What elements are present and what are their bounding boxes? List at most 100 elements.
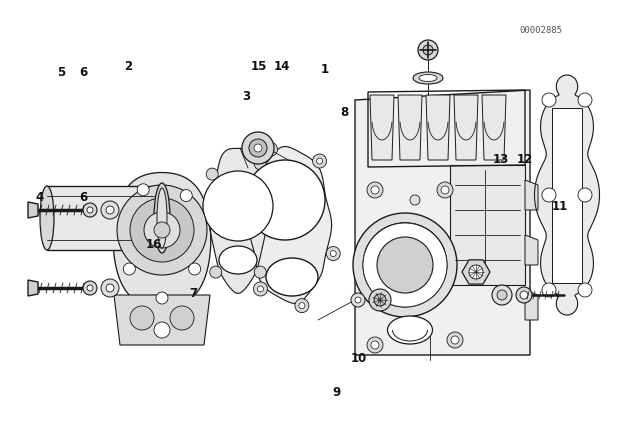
Circle shape <box>254 266 266 278</box>
Circle shape <box>355 297 361 303</box>
Polygon shape <box>552 108 582 283</box>
Polygon shape <box>28 202 38 218</box>
Circle shape <box>295 299 309 313</box>
Circle shape <box>367 182 383 198</box>
Text: 7: 7 <box>189 287 197 300</box>
Ellipse shape <box>154 183 170 253</box>
Circle shape <box>257 286 264 292</box>
Text: 2: 2 <box>124 60 132 73</box>
Circle shape <box>369 289 391 311</box>
Circle shape <box>312 154 326 168</box>
Text: 5: 5 <box>57 66 65 79</box>
Circle shape <box>117 185 207 275</box>
Text: 10: 10 <box>350 352 367 365</box>
Circle shape <box>520 291 528 299</box>
Polygon shape <box>47 186 162 250</box>
Circle shape <box>210 266 221 278</box>
Text: 13: 13 <box>492 152 509 166</box>
Polygon shape <box>113 172 211 307</box>
Ellipse shape <box>387 316 433 344</box>
Circle shape <box>415 325 425 335</box>
Circle shape <box>268 146 273 152</box>
Circle shape <box>326 246 340 261</box>
Polygon shape <box>525 290 538 320</box>
Text: 15: 15 <box>251 60 268 73</box>
Polygon shape <box>482 95 506 160</box>
Text: 8: 8 <box>340 105 348 119</box>
Circle shape <box>154 322 170 338</box>
Text: 14: 14 <box>273 60 290 73</box>
Circle shape <box>363 223 447 307</box>
Circle shape <box>374 294 386 306</box>
Circle shape <box>437 182 453 198</box>
Ellipse shape <box>419 74 437 82</box>
Polygon shape <box>114 295 210 345</box>
Polygon shape <box>355 90 530 355</box>
Text: 6: 6 <box>79 190 87 204</box>
Circle shape <box>516 287 532 303</box>
Ellipse shape <box>413 72 443 84</box>
Circle shape <box>170 306 194 330</box>
Circle shape <box>156 292 168 304</box>
Circle shape <box>254 144 262 152</box>
Polygon shape <box>370 95 394 160</box>
Circle shape <box>363 223 447 307</box>
Circle shape <box>237 203 252 217</box>
Circle shape <box>87 285 93 291</box>
Polygon shape <box>28 280 38 296</box>
Circle shape <box>130 198 194 262</box>
Polygon shape <box>398 95 422 160</box>
Circle shape <box>469 265 483 279</box>
Circle shape <box>578 283 592 297</box>
Circle shape <box>87 207 93 213</box>
Circle shape <box>371 341 379 349</box>
Circle shape <box>497 290 507 300</box>
Circle shape <box>353 213 457 317</box>
Polygon shape <box>248 146 332 303</box>
Text: 00002885: 00002885 <box>519 26 563 35</box>
Circle shape <box>189 263 201 275</box>
Polygon shape <box>462 260 490 284</box>
Polygon shape <box>426 95 450 160</box>
Text: 3: 3 <box>243 90 250 103</box>
Circle shape <box>423 45 433 55</box>
Circle shape <box>130 306 154 330</box>
Polygon shape <box>525 235 538 265</box>
Circle shape <box>101 279 119 297</box>
Circle shape <box>542 93 556 107</box>
Circle shape <box>542 283 556 297</box>
Circle shape <box>492 285 512 305</box>
Circle shape <box>378 298 382 302</box>
Polygon shape <box>450 165 525 285</box>
Circle shape <box>253 282 268 296</box>
Polygon shape <box>454 95 478 160</box>
Polygon shape <box>534 75 600 315</box>
Circle shape <box>367 337 383 353</box>
Circle shape <box>106 206 114 214</box>
Circle shape <box>137 184 149 196</box>
Circle shape <box>245 160 325 240</box>
Ellipse shape <box>157 188 167 248</box>
Circle shape <box>441 186 449 194</box>
Circle shape <box>451 336 459 344</box>
Text: 16: 16 <box>145 237 162 251</box>
Circle shape <box>242 207 248 214</box>
Circle shape <box>242 132 274 164</box>
Circle shape <box>154 222 170 238</box>
Circle shape <box>418 40 438 60</box>
Circle shape <box>371 186 379 194</box>
Circle shape <box>377 237 433 293</box>
Circle shape <box>542 188 556 202</box>
Circle shape <box>447 332 463 348</box>
Text: 12: 12 <box>516 152 533 166</box>
Circle shape <box>101 201 119 219</box>
Circle shape <box>299 303 305 309</box>
Text: 6: 6 <box>79 66 87 79</box>
Circle shape <box>206 168 218 180</box>
Polygon shape <box>525 180 538 210</box>
Circle shape <box>330 250 336 257</box>
Circle shape <box>106 284 114 292</box>
Circle shape <box>351 293 365 307</box>
Circle shape <box>203 171 273 241</box>
Text: 9: 9 <box>333 385 340 399</box>
